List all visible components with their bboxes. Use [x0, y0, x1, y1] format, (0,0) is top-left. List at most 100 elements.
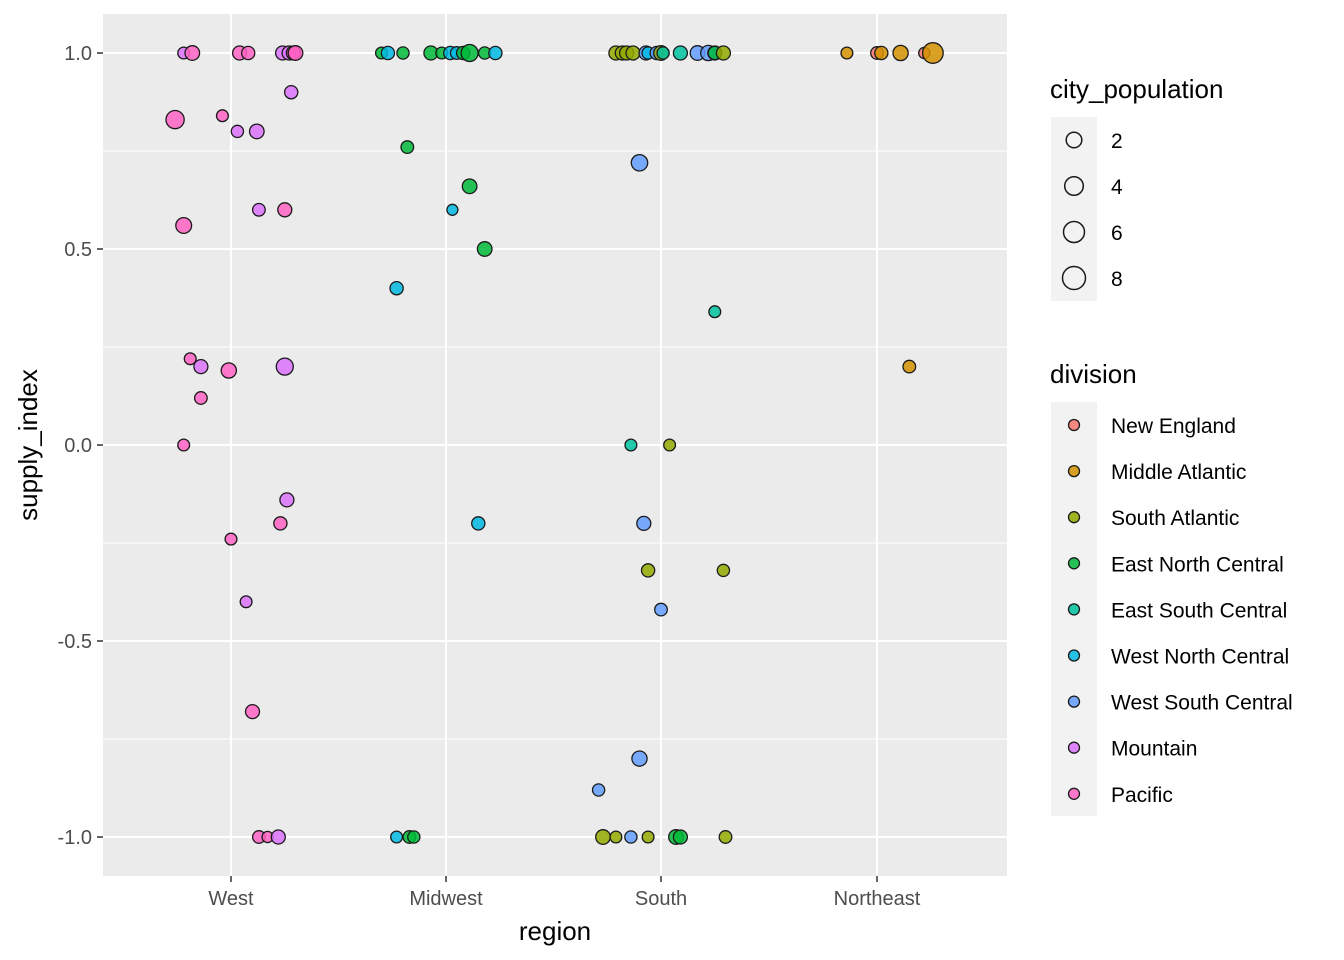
data-point: [165, 109, 185, 130]
color-legend-label: East North Central: [1111, 553, 1284, 576]
y-tick-label: -1.0: [58, 827, 92, 849]
x-tick-label: Northeast: [834, 888, 921, 910]
data-point: [215, 109, 229, 123]
data-point: [396, 46, 410, 60]
data-point: [609, 830, 623, 844]
grid-minor: [103, 150, 1007, 740]
data-point: [902, 359, 917, 374]
color-legend-key: [1067, 418, 1081, 432]
y-tick-label: 0.5: [64, 239, 92, 261]
size-legend: city_population 2 4 6 8: [1050, 74, 1223, 301]
data-point: [708, 305, 722, 319]
data-point: [641, 830, 655, 844]
data-point: [718, 830, 733, 844]
size-legend-key: [1065, 131, 1083, 149]
data-point: [239, 595, 253, 609]
data-point: [224, 532, 238, 546]
color-legend-label: East South Central: [1111, 599, 1287, 622]
data-point: [716, 563, 731, 578]
data-point: [715, 45, 732, 61]
data-point: [177, 438, 191, 452]
data-point: [287, 45, 304, 61]
color-legend-key: [1067, 557, 1081, 570]
data-point: [193, 391, 208, 405]
color-legend-label: Middle Atlantic: [1111, 461, 1246, 484]
size-legend-key-background: [1051, 117, 1097, 301]
x-tick-label: South: [635, 888, 687, 910]
data-points: [165, 42, 944, 845]
data-point: [892, 44, 909, 62]
data-point: [624, 438, 638, 452]
color-legend-label: Pacific: [1111, 784, 1173, 807]
data-point: [591, 783, 606, 797]
data-point: [390, 830, 404, 844]
data-point: [220, 362, 238, 379]
data-point: [277, 202, 293, 218]
data-point: [175, 216, 193, 235]
size-legend-label: 2: [1111, 130, 1123, 153]
data-point: [630, 153, 649, 172]
color-legend-label: South Atlantic: [1111, 507, 1239, 530]
data-point: [672, 45, 689, 61]
color-legend-key: [1067, 695, 1081, 708]
size-legend-label: 4: [1111, 176, 1123, 199]
color-legend-title: division: [1050, 359, 1137, 389]
color-legend-key: [1067, 603, 1081, 616]
color-legend-key: [1067, 511, 1081, 524]
data-point: [656, 46, 670, 60]
x-axis: West Midwest South Northeast: [208, 876, 921, 910]
color-legend-label: Mountain: [1111, 738, 1197, 761]
size-legend-key: [1062, 220, 1086, 244]
x-tick-label: West: [208, 888, 254, 910]
color-legend-label: New England: [1111, 415, 1236, 438]
data-point: [488, 45, 503, 61]
data-point: [874, 45, 889, 61]
data-point: [471, 516, 486, 531]
y-axis: 1.0 0.5 0.0 -0.5 -1.0: [58, 43, 103, 849]
data-point: [273, 516, 288, 531]
data-point: [476, 241, 493, 257]
data-point: [183, 352, 197, 366]
data-point: [663, 438, 677, 452]
data-point: [407, 830, 421, 844]
color-legend-key: [1067, 787, 1081, 800]
data-point: [400, 140, 415, 155]
y-tick-label: -0.5: [58, 631, 92, 653]
data-point: [279, 492, 295, 508]
data-point: [636, 515, 652, 532]
size-legend-label: 8: [1111, 268, 1123, 291]
color-legend-key: [1067, 649, 1081, 662]
y-axis-title: supply_index: [13, 369, 43, 521]
data-point: [640, 563, 656, 578]
data-point: [283, 84, 299, 100]
color-legend: division New England Middle Atlantic South…: [1050, 359, 1293, 816]
data-point: [461, 178, 478, 195]
size-legend-key: [1063, 175, 1085, 197]
data-point: [840, 46, 854, 60]
data-point: [446, 203, 459, 216]
data-point: [631, 750, 648, 767]
data-point: [921, 42, 944, 64]
data-point: [624, 830, 638, 844]
color-legend-label: West North Central: [1111, 646, 1289, 669]
data-point: [240, 45, 256, 61]
data-point: [460, 43, 479, 63]
x-tick-label: Midwest: [409, 888, 483, 910]
data-point: [672, 829, 689, 845]
data-point: [275, 357, 294, 376]
size-legend-key: [1061, 265, 1087, 291]
data-point: [270, 829, 286, 845]
data-point: [595, 829, 611, 845]
size-legend-title: city_population: [1050, 74, 1223, 104]
data-point: [244, 703, 261, 720]
size-legend-label: 6: [1111, 222, 1123, 245]
data-point: [248, 123, 265, 140]
data-point: [251, 202, 266, 217]
data-point: [389, 280, 404, 296]
data-point: [380, 45, 396, 61]
color-legend-key: [1067, 464, 1081, 478]
color-legend-key: [1067, 741, 1081, 754]
data-point: [230, 124, 245, 139]
x-axis-title: region: [519, 916, 591, 946]
